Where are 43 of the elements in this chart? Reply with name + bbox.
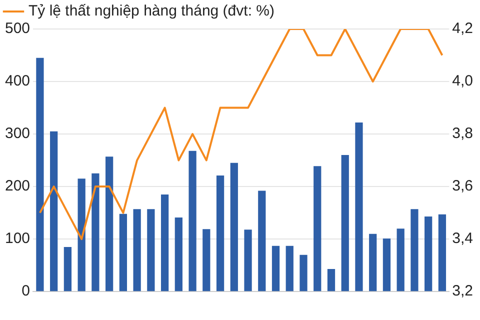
bar (188, 150, 196, 292)
bar (396, 228, 404, 292)
y2-tick-label: 3,2 (452, 282, 474, 300)
y-tick-label: 500 (4, 20, 30, 38)
bar (258, 190, 266, 292)
bar (382, 238, 391, 292)
bar (92, 173, 100, 292)
bar (314, 166, 322, 292)
bar (341, 155, 349, 292)
bar (369, 234, 377, 292)
bar (133, 209, 141, 292)
bar (327, 269, 336, 292)
bar (106, 156, 114, 292)
y-tick-label: 300 (4, 125, 30, 142)
bar (174, 218, 182, 292)
y-tick-label: 200 (4, 178, 30, 195)
bar (355, 122, 363, 292)
bar (424, 216, 432, 292)
y2-tick-label: 3,6 (452, 178, 474, 195)
bar (216, 176, 224, 292)
y2-tick-label: 3,4 (452, 230, 474, 248)
y2-tick-label: 3,8 (452, 125, 474, 142)
bar (160, 194, 169, 292)
bar (272, 246, 280, 292)
y-tick-label: 0 (22, 282, 30, 300)
bar (50, 131, 58, 292)
bar (36, 58, 44, 292)
bar (78, 178, 86, 292)
bar (300, 254, 308, 292)
bar (202, 229, 210, 292)
bar (230, 162, 238, 292)
y2-tick-label: 4,0 (452, 72, 474, 90)
y-tick-label: 100 (4, 230, 30, 248)
bar (147, 209, 155, 292)
y-tick-label: 400 (4, 72, 30, 90)
bar (244, 230, 252, 292)
y2-tick-label: 4,2 (452, 20, 474, 38)
bar (286, 246, 294, 292)
bar (410, 209, 418, 292)
legend-label: Tỷ lệ thất nghiệp hàng tháng (đvt: %) (28, 2, 274, 20)
bar (438, 214, 446, 292)
bar (119, 214, 127, 292)
bar (64, 246, 72, 292)
